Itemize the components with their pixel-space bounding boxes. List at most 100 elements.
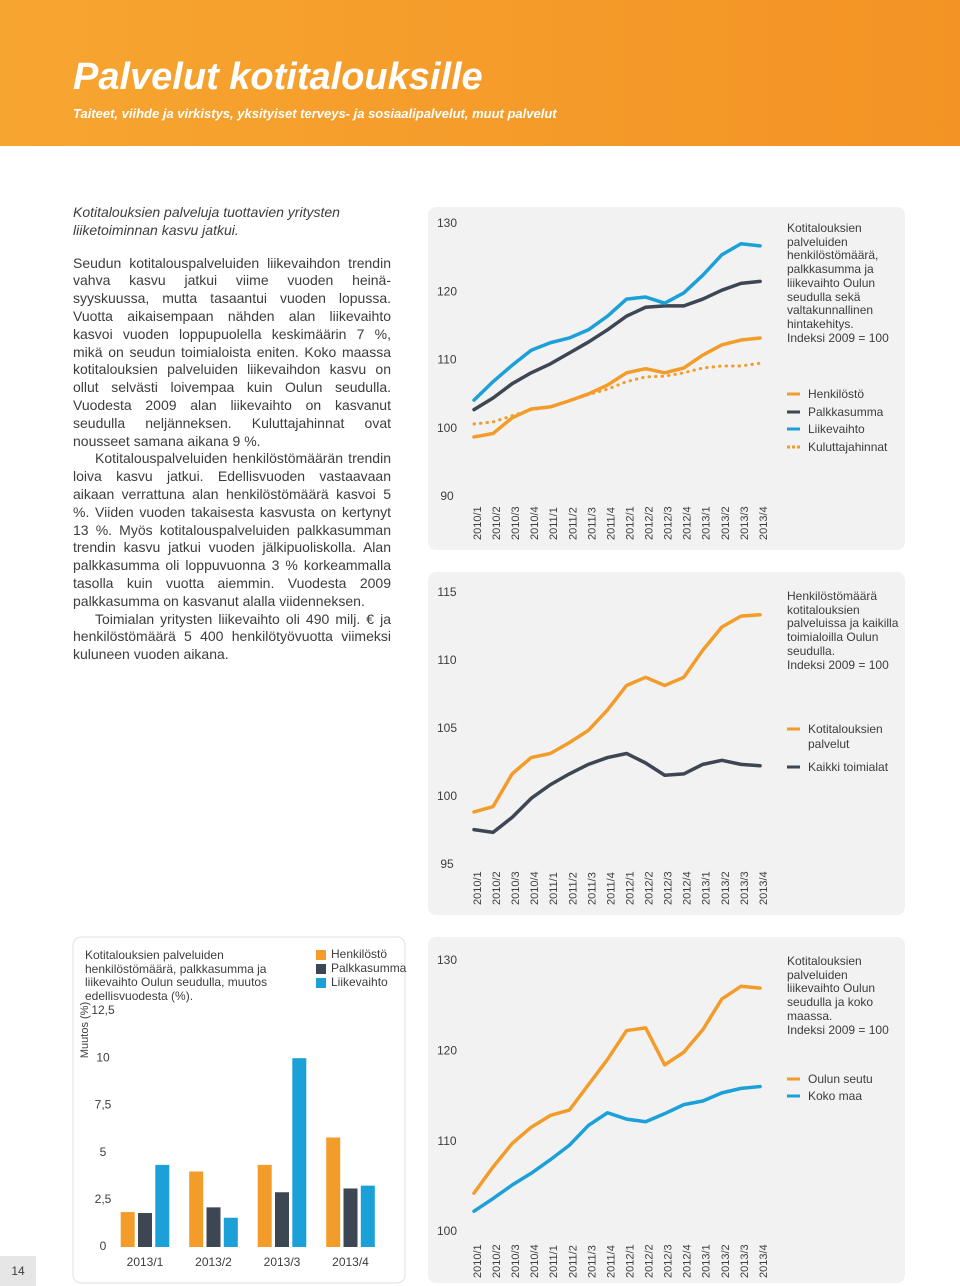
x-tick-label: 2012/1 [624, 871, 636, 905]
legend-label: Kaikki toimialat [808, 760, 889, 774]
x-tick-label: 2011/3 [586, 507, 598, 540]
x-tick-label: 2012/1 [624, 506, 636, 540]
x-tick-label: 2011/1 [548, 872, 560, 905]
legend-label: Henkilöstö [808, 387, 865, 401]
chart-note: Kotitalouksien palveluiden henkilöstömää… [787, 221, 879, 331]
x-tick-label: 2013/4 [758, 871, 770, 905]
y-tick-label: 0 [100, 1239, 107, 1253]
y-tick-label: 110 [437, 653, 456, 667]
y-tick-label: 90 [440, 489, 454, 503]
x-tick-label: 2011/4 [605, 507, 617, 540]
x-tick-label: 2012/2 [644, 1244, 656, 1278]
x-tick-label: 2012/2 [644, 871, 656, 905]
x-tick-label: 2013/2 [720, 871, 732, 905]
x-tick-label: 2012/4 [682, 871, 694, 905]
x-tick-label: 2010/2 [491, 506, 503, 540]
bar [223, 1217, 238, 1247]
chart-note: Kotitalouksien palveluiden liikevaihto O… [787, 954, 876, 1023]
x-tick-label: 2013/3 [739, 871, 751, 905]
legend-label: Oulun seutu [808, 1072, 873, 1086]
legend-label: Henkilöstö [331, 947, 388, 961]
x-tick-label: 2010/1 [472, 871, 484, 905]
page-subtitle: Taiteet, viihde ja virkistys, yksityiset… [73, 106, 557, 121]
bar [206, 1207, 221, 1247]
legend-swatch [316, 964, 326, 974]
bar [120, 1212, 135, 1247]
legend-label: Kuluttajahinnat [808, 440, 888, 454]
page-number: 14 [0, 1256, 36, 1286]
line-series [472, 751, 762, 835]
x-tick-label: 2010/3 [510, 871, 522, 905]
x-tick-label: 2011/4 [605, 1245, 617, 1278]
panel [428, 937, 905, 1283]
x-tick-label: 2013/4 [332, 1255, 369, 1269]
x-tick-label: 2012/4 [682, 506, 694, 540]
x-tick-label: 2011/3 [586, 872, 598, 905]
x-tick-label: 2011/4 [605, 872, 617, 905]
x-tick-label: 2010/2 [491, 1244, 503, 1278]
x-tick-label: 2012/3 [663, 871, 675, 905]
x-tick-label: 2011/1 [548, 1245, 560, 1278]
bar [189, 1171, 204, 1247]
line-series [472, 613, 762, 814]
chart-note: Henkilöstömäärä kotitalouksien palveluis… [787, 589, 899, 658]
legend-label: Koko maa [808, 1089, 863, 1103]
chart-note: Indeksi 2009 = 100 [787, 1023, 889, 1037]
y-tick-label: 130 [437, 953, 457, 967]
x-tick-label: 2013/1 [701, 1244, 713, 1278]
x-tick-label: 2011/2 [567, 1245, 579, 1278]
bar [138, 1213, 152, 1247]
x-tick-label: 2010/1 [472, 1244, 484, 1278]
y-tick-label: 105 [437, 721, 457, 735]
y-tick-label: 100 [437, 421, 457, 435]
x-tick-label: 2010/4 [529, 1244, 541, 1278]
x-tick-label: 2010/3 [510, 1244, 522, 1278]
x-tick-label: 2013/1 [127, 1255, 164, 1269]
x-tick-label: 2013/3 [739, 506, 751, 540]
y-tick-label: 115 [437, 585, 456, 599]
paragraph: Toimialan yritysten liikevaihto oli 490 … [73, 610, 391, 663]
y-tick-label: 10 [96, 1050, 110, 1064]
x-tick-label: 2011/2 [567, 872, 579, 905]
y-tick-label: 12,5 [91, 1003, 115, 1017]
x-tick-label: 2013/2 [195, 1255, 232, 1269]
bar [275, 1192, 289, 1247]
paragraph: Kotitalouspalveluiden henkilöstömäärän t… [73, 450, 391, 609]
line-series [472, 361, 762, 426]
y-tick-label: 130 [437, 216, 457, 230]
x-tick-label: 2010/3 [510, 506, 522, 540]
page-title: Palvelut kotitalouksille [73, 56, 483, 98]
y-tick-label: 100 [437, 1224, 457, 1238]
x-tick-label: 2013/4 [758, 506, 770, 540]
x-tick-label: 2013/1 [701, 871, 713, 905]
x-tick-label: 2013/4 [758, 1244, 770, 1278]
x-tick-label: 2010/4 [529, 871, 541, 905]
x-tick-label: 2010/2 [491, 871, 503, 905]
panel [428, 572, 905, 915]
y-tick-label: 7,5 [95, 1098, 112, 1112]
x-tick-label: 2013/2 [720, 506, 732, 540]
panel [428, 207, 905, 550]
line-series [472, 984, 762, 1195]
bar [343, 1188, 358, 1247]
y-tick-label: 5 [100, 1145, 107, 1159]
bar [360, 1185, 375, 1247]
x-tick-label: 2010/1 [472, 506, 484, 540]
x-tick-label: 2013/3 [264, 1255, 301, 1269]
x-tick-label: 2010/4 [529, 506, 541, 540]
x-tick-label: 2012/2 [644, 506, 656, 540]
y-tick-label: 100 [437, 789, 457, 803]
line-series [472, 336, 762, 439]
y-tick-label: 2,5 [95, 1192, 112, 1206]
x-tick-label: 2012/4 [682, 1244, 694, 1278]
chart-note: Indeksi 2009 = 100 [787, 331, 889, 345]
x-tick-label: 2013/3 [739, 1244, 751, 1278]
legend-swatch [316, 950, 326, 960]
x-tick-label: 2013/2 [720, 1244, 732, 1278]
legend-label: Liikevaihto [331, 975, 388, 989]
legend-swatch [316, 978, 326, 988]
bar [292, 1058, 307, 1247]
header-band: Palvelut kotitalouksille Taiteet, viihde… [0, 0, 960, 146]
lead: Kotitalouksien palveluja tuottavien yrit… [73, 204, 340, 238]
paragraph: Seudun kotitalouspalveluiden liikevaihdo… [73, 254, 391, 449]
